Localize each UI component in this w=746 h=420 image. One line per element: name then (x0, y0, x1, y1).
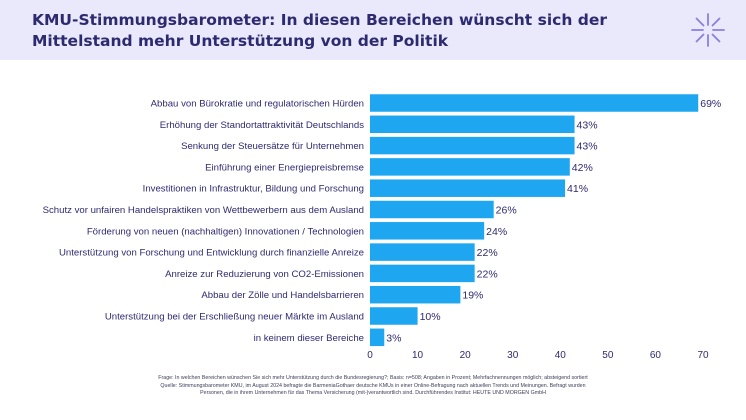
bar (370, 115, 575, 134)
data-label: 22% (477, 247, 498, 259)
header-band: KMU-Stimmungsbarometer: In diesen Bereic… (0, 0, 746, 60)
x-tick-label: 10 (412, 350, 424, 361)
bar (370, 136, 575, 155)
data-label: 26% (496, 205, 517, 217)
data-label: 41% (567, 183, 588, 195)
footnote-source: Quelle: Stimmungsbarometer KMU, im Augus… (160, 382, 586, 397)
bar (370, 200, 494, 219)
category-label: Unterstützung von Forschung und Entwickl… (59, 248, 364, 259)
page-title: KMU-Stimmungsbarometer: In diesen Bereic… (32, 11, 608, 50)
data-label: 43% (577, 141, 598, 153)
x-tick-label: 70 (697, 350, 709, 361)
data-label: 19% (462, 290, 483, 302)
category-label: Senkung der Steuersätze für Unternehmen (181, 141, 364, 152)
category-label: Schutz vor unfairen Handelspraktiken von… (43, 205, 364, 216)
x-tick-label: 30 (507, 350, 519, 361)
category-label: Unterstützung bei der Erschließung neuer… (105, 312, 364, 323)
category-label: in keinem dieser Bereiche (254, 333, 364, 344)
bar (370, 158, 570, 176)
asterisk-burst-icon (691, 13, 725, 47)
category-label: Erhöhung der Standortattraktivität Deuts… (160, 120, 364, 131)
x-tick-label: 20 (460, 350, 472, 361)
bar (370, 94, 699, 112)
bar (370, 264, 475, 283)
data-label: 22% (477, 268, 498, 280)
data-label: 3% (386, 332, 401, 344)
bar (370, 328, 385, 347)
category-label: Investitionen in Infrastruktur, Bildung … (143, 184, 364, 195)
data-label: 43% (577, 119, 598, 131)
bar (370, 285, 461, 304)
bar (370, 179, 566, 197)
x-tick-label: 40 (555, 350, 567, 361)
bar (370, 222, 485, 240)
data-label: 10% (420, 311, 441, 323)
category-label: Anreize zur Reduzierung von CO2-Emission… (165, 269, 364, 280)
category-label: Abbau der Zölle und Handelsbarrieren (201, 290, 364, 301)
category-label: Einführung einer Energiepreisbremse (205, 162, 364, 173)
footnote-question: Frage: In welchen Bereichen wünschen Sie… (158, 375, 588, 381)
bar (370, 307, 418, 325)
x-tick-label: 0 (367, 350, 373, 361)
bar (370, 243, 475, 261)
category-label: Abbau von Bürokratie und regulatorischen… (151, 99, 364, 110)
footnote: Frage: In welchen Bereichen wünschen Sie… (150, 375, 596, 398)
data-label: 24% (486, 226, 507, 238)
data-label: 42% (572, 162, 593, 174)
x-tick-label: 50 (602, 350, 614, 361)
data-label: 69% (700, 98, 721, 110)
category-label: Förderung von neuen (nachhaltigen) Innov… (87, 226, 364, 237)
x-tick-label: 60 (650, 350, 662, 361)
